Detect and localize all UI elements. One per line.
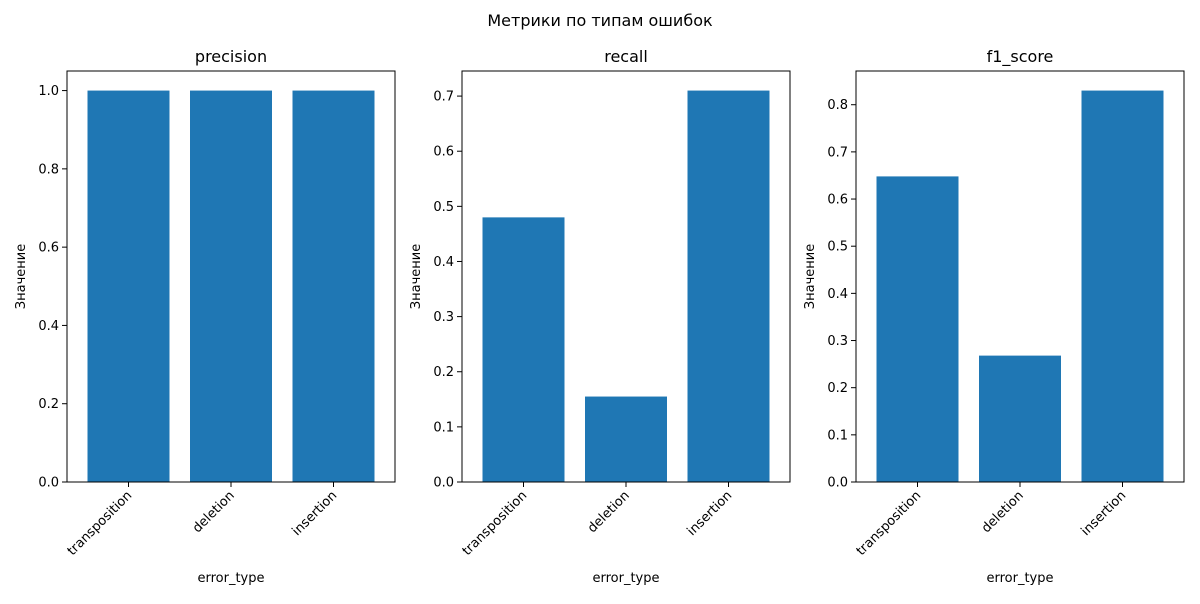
xtick-label-precision-insertion: insertion [290,488,341,539]
ytick-label-precision: 0.4 [38,319,59,334]
xtick-label-recall-transposition: transposition [460,488,531,559]
xlabel-recall: error_type [592,571,659,586]
ytick-label-f1_score: 0.2 [827,381,848,396]
ylabel-precision: Значение [14,244,29,309]
xtick-label-recall-deletion: deletion [585,488,633,536]
panel-f1_score: 0.0 0.1 0.2 0.3 0.4 0.5 0.6 0.7 0.8 transposition… [803,47,1185,586]
ytick-label-precision: 0.2 [38,397,59,412]
panel-title-f1_score: f1_score [987,47,1054,67]
panel-precision: 0.0 0.2 0.4 0.6 0.8 1.0 transposition deletion i… [14,47,396,586]
ytick-label-f1_score: 0.7 [827,145,848,160]
xtick-label-f1_score-deletion: deletion [979,488,1027,536]
ytick-label-f1_score: 0.4 [827,287,848,302]
bar-precision-transposition [87,90,170,483]
bar-recall-transposition [482,217,565,482]
panel-title-precision: precision [195,47,267,66]
ytick-label-recall: 0.0 [433,476,454,491]
ytick-label-f1_score: 0.6 [827,193,848,208]
ytick-label-precision: 0.0 [38,476,59,491]
ytick-label-f1_score: 0.3 [827,334,848,349]
bar-recall-deletion [585,396,667,482]
panel-recall: 0.0 0.1 0.2 0.3 0.4 0.5 0.6 0.7 transposition del… [409,47,791,586]
ytick-label-recall: 0.4 [433,255,454,270]
bar-recall-insertion [687,90,770,483]
ytick-label-recall: 0.5 [433,200,454,215]
bar-f1_score-deletion [979,355,1061,482]
ytick-label-precision: 0.6 [38,241,59,256]
ytick-label-recall: 0.6 [433,145,454,160]
ytick-label-recall: 0.3 [433,310,454,325]
bar-f1_score-insertion [1081,90,1164,483]
ytick-label-recall: 0.7 [433,90,454,105]
figure-suptitle: Метрики по типам ошибок [487,11,713,30]
xtick-label-f1_score-transposition: transposition [854,488,925,559]
bar-precision-insertion [292,90,375,483]
ytick-label-f1_score: 0.0 [827,476,848,491]
ytick-label-precision: 0.8 [38,162,59,177]
xtick-label-precision-transposition: transposition [65,488,136,559]
xtick-label-f1_score-insertion: insertion [1079,488,1130,539]
xlabel-precision: error_type [197,571,264,586]
ytick-label-precision: 1.0 [38,84,59,99]
bar-f1_score-transposition [876,176,959,482]
ytick-label-f1_score: 0.5 [827,240,848,255]
xtick-label-precision-deletion: deletion [190,488,238,536]
ylabel-f1_score: Значение [803,244,818,309]
ylabel-recall: Значение [409,244,424,309]
chart-panels: 0.0 0.2 0.4 0.6 0.8 1.0 transposition deletion i… [14,47,1185,586]
bar-precision-deletion [190,90,272,483]
ytick-label-recall: 0.1 [433,420,454,435]
xlabel-f1_score: error_type [986,571,1053,586]
ytick-label-f1_score: 0.1 [827,428,848,443]
panel-title-recall: recall [604,47,648,66]
ytick-label-f1_score: 0.8 [827,98,848,113]
ytick-label-recall: 0.2 [433,365,454,380]
xtick-label-recall-insertion: insertion [685,488,736,539]
